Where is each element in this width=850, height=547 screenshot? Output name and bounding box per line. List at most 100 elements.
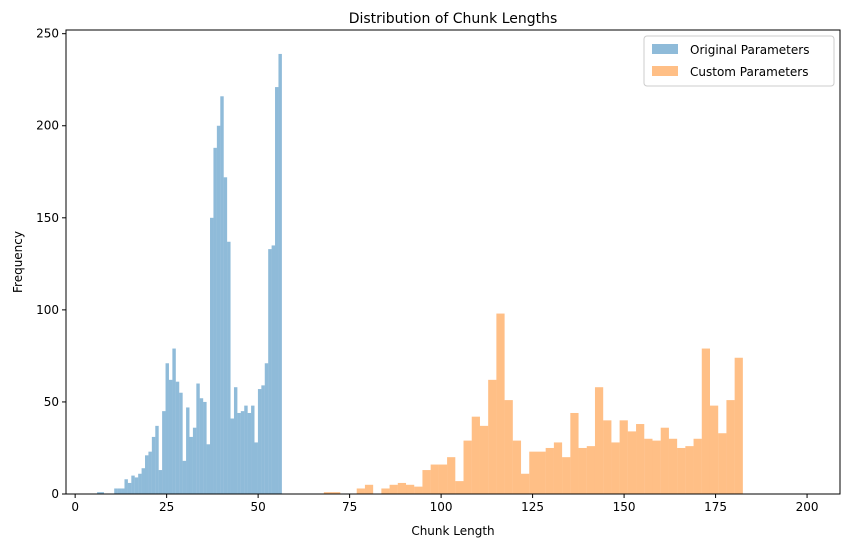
legend-swatch-original bbox=[652, 44, 678, 54]
original-bar bbox=[145, 455, 149, 494]
original-bar bbox=[138, 473, 142, 494]
series-original-bars bbox=[97, 53, 282, 495]
custom-bar bbox=[438, 464, 448, 494]
custom-bar bbox=[734, 357, 743, 494]
custom-bar bbox=[718, 433, 727, 494]
original-bar bbox=[131, 475, 135, 494]
custom-bar bbox=[562, 457, 571, 494]
original-bar bbox=[247, 412, 252, 494]
custom-bar bbox=[619, 420, 628, 494]
original-bar bbox=[151, 436, 156, 494]
original-bar bbox=[121, 488, 125, 494]
original-bar bbox=[189, 436, 193, 494]
original-bar bbox=[233, 387, 238, 494]
custom-bar bbox=[677, 447, 686, 494]
custom-bar bbox=[594, 387, 604, 494]
original-bar bbox=[186, 407, 190, 494]
original-bar bbox=[165, 363, 169, 494]
y-tick-label: 0 bbox=[51, 487, 59, 501]
original-bar bbox=[244, 405, 248, 494]
original-bar bbox=[172, 348, 176, 494]
original-bar bbox=[182, 460, 187, 494]
custom-bar bbox=[422, 470, 431, 494]
x-tick-label: 150 bbox=[613, 500, 636, 514]
custom-bar bbox=[471, 416, 480, 494]
custom-bar bbox=[668, 438, 678, 494]
custom-bar bbox=[414, 486, 423, 494]
custom-bar bbox=[529, 451, 538, 494]
custom-bar bbox=[389, 484, 398, 494]
custom-bar bbox=[463, 440, 472, 494]
original-bar bbox=[155, 425, 159, 494]
x-tick-label: 175 bbox=[704, 500, 727, 514]
original-bar bbox=[216, 125, 221, 494]
original-bar bbox=[210, 217, 214, 494]
custom-bar bbox=[545, 447, 554, 494]
original-bar bbox=[268, 249, 272, 494]
custom-bar bbox=[455, 481, 464, 494]
custom-bar bbox=[570, 412, 579, 494]
original-bar bbox=[257, 389, 262, 494]
custom-bar bbox=[381, 488, 390, 494]
original-bar bbox=[203, 401, 207, 494]
custom-bar bbox=[709, 405, 719, 494]
custom-bar bbox=[447, 457, 456, 494]
original-bar bbox=[168, 379, 173, 494]
custom-bar bbox=[323, 492, 333, 494]
legend: Original Parameters Custom Parameters bbox=[643, 35, 835, 87]
custom-bar bbox=[397, 482, 407, 494]
custom-bar bbox=[603, 420, 612, 494]
original-bar bbox=[141, 468, 146, 494]
original-bar bbox=[220, 96, 224, 494]
original-bar bbox=[271, 245, 276, 494]
custom-bar bbox=[537, 451, 546, 494]
custom-bar bbox=[652, 440, 661, 494]
legend-frame bbox=[643, 35, 835, 87]
original-bar bbox=[148, 451, 152, 494]
custom-bar bbox=[701, 348, 710, 494]
custom-bar bbox=[332, 492, 341, 494]
original-bar bbox=[97, 492, 101, 494]
original-bar bbox=[237, 412, 241, 494]
original-bar bbox=[240, 411, 245, 494]
custom-bar bbox=[660, 427, 669, 494]
custom-bar bbox=[512, 440, 522, 494]
x-tick-label: 125 bbox=[521, 500, 544, 514]
original-bar bbox=[230, 418, 234, 494]
custom-bar bbox=[726, 400, 735, 494]
x-tick-label: 75 bbox=[342, 500, 357, 514]
y-tick-label: 50 bbox=[44, 395, 59, 409]
custom-bar bbox=[504, 400, 513, 494]
y-axis-label: Frequency bbox=[11, 231, 25, 293]
original-bar bbox=[275, 87, 279, 494]
original-bar bbox=[124, 479, 128, 494]
custom-bar bbox=[406, 484, 415, 494]
original-bar bbox=[206, 444, 211, 494]
custom-bar bbox=[693, 438, 702, 494]
custom-bar bbox=[578, 447, 587, 494]
custom-bar bbox=[611, 442, 620, 494]
original-bar bbox=[114, 488, 118, 494]
custom-bar bbox=[586, 446, 595, 494]
custom-bar bbox=[553, 442, 563, 494]
original-bar bbox=[278, 53, 282, 494]
y-tick-label: 200 bbox=[36, 119, 59, 133]
custom-bar bbox=[644, 438, 653, 494]
custom-bar bbox=[430, 464, 439, 494]
y-tick-label: 150 bbox=[36, 211, 59, 225]
original-bar bbox=[213, 147, 217, 494]
original-bar bbox=[192, 427, 197, 494]
legend-label-custom: Custom Parameters bbox=[690, 65, 808, 79]
x-tick-label: 200 bbox=[796, 500, 819, 514]
original-bar bbox=[134, 477, 139, 494]
original-bar bbox=[251, 405, 255, 494]
plot-frame bbox=[65, 29, 841, 495]
custom-bar bbox=[488, 379, 497, 494]
x-tick-label: 0 bbox=[71, 500, 79, 514]
custom-bar bbox=[521, 473, 530, 494]
custom-bar bbox=[479, 425, 489, 494]
custom-bar bbox=[356, 488, 365, 494]
original-bar bbox=[127, 482, 132, 494]
x-tick-label: 25 bbox=[159, 500, 174, 514]
